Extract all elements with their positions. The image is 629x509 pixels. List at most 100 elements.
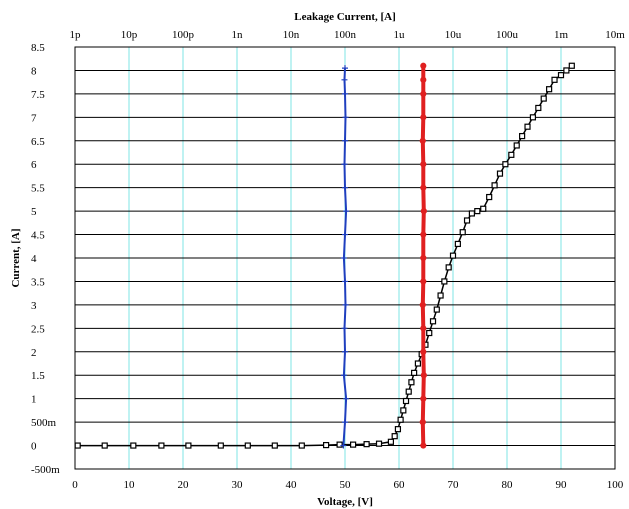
data-point	[343, 208, 350, 215]
data-point	[419, 301, 426, 308]
data-point	[420, 208, 427, 215]
data-point	[445, 264, 452, 271]
data-point	[486, 193, 493, 201]
data-point	[342, 301, 349, 308]
series-line	[420, 65, 426, 446]
data-point	[411, 369, 418, 376]
data-point	[340, 442, 347, 449]
data-point	[502, 161, 509, 168]
data-point	[405, 388, 412, 395]
data-point	[342, 348, 348, 355]
y-axis-tick-label: 5.5	[31, 183, 45, 195]
top-axis-tick-label: 10u	[445, 29, 462, 41]
data-point	[420, 76, 427, 83]
data-point	[342, 65, 348, 72]
top-axis-tick-label: 10n	[283, 29, 300, 41]
data-point	[420, 161, 427, 168]
data-point	[419, 419, 426, 426]
data-point	[340, 372, 347, 379]
data-point	[524, 123, 531, 130]
data-point	[420, 325, 427, 332]
x-axis-tick-label: 0	[72, 479, 78, 491]
y-axis-tick-label: 7.5	[31, 89, 45, 101]
data-point	[101, 442, 108, 449]
data-point	[420, 395, 427, 402]
y-axis-tick-label: 7	[31, 112, 37, 124]
y-axis-tick-label: 3	[31, 300, 37, 312]
data-point	[496, 170, 504, 177]
top-axis-tick-label: 10p	[121, 29, 138, 41]
data-point	[414, 360, 421, 367]
top-axis-tick-label: 1m	[554, 29, 569, 41]
data-point	[342, 419, 348, 426]
data-point	[420, 372, 427, 379]
data-point	[420, 254, 427, 262]
data-point	[350, 441, 357, 448]
data-point	[158, 442, 165, 449]
data-point	[400, 407, 407, 414]
x-axis-tick-label: 100	[607, 479, 624, 491]
data-point	[437, 292, 444, 299]
x-axis-tick-label: 80	[502, 479, 514, 491]
top-axis-tick-label: 100p	[172, 29, 195, 41]
data-point	[342, 90, 348, 97]
data-point	[568, 62, 575, 69]
top-axis-title: Leakage Current, [A]	[294, 11, 396, 23]
data-point	[459, 229, 466, 236]
data-point	[185, 442, 192, 449]
x-axis-tick-label: 40	[286, 479, 298, 491]
y-axis-tick-label: 3.5	[31, 276, 45, 288]
x-axis-tick-label: 20	[178, 479, 190, 491]
data-point	[463, 217, 471, 224]
data-point	[244, 442, 251, 449]
top-axis-tick-label: 100u	[496, 29, 519, 41]
y-axis-tick-label: 5	[31, 206, 37, 218]
data-point	[342, 278, 348, 285]
tick-layer: 1p 10p 100p 1n 10n 100n 1u 10u 100u 1m 10m-500m050…	[31, 29, 625, 491]
data-point	[342, 231, 348, 238]
data-point	[420, 442, 427, 449]
data-point	[474, 208, 481, 215]
data-point	[342, 137, 348, 144]
data-point	[341, 76, 348, 83]
x-axis-tick-label: 50	[340, 479, 352, 491]
data-point	[341, 325, 348, 332]
data-point	[391, 433, 398, 440]
y-axis-tick-label: 0	[31, 441, 37, 453]
x-axis-title: Voltage, [V]	[317, 496, 373, 508]
data-point	[429, 318, 437, 325]
data-point	[271, 442, 278, 449]
data-point	[420, 184, 427, 191]
data-point	[342, 184, 348, 191]
series-line	[77, 65, 573, 447]
data-point	[557, 72, 565, 79]
top-axis-tick-label: 1n	[232, 29, 244, 41]
y-axis-tick-label: 500m	[31, 417, 57, 429]
y-axis-tick-label: 4	[31, 253, 37, 265]
data-point	[323, 441, 330, 449]
data-point	[387, 438, 394, 445]
data-point	[420, 114, 427, 121]
data-point	[426, 329, 433, 337]
x-axis-tick-label: 60	[394, 479, 406, 491]
x-axis-tick-label: 90	[556, 479, 568, 491]
data-point	[130, 442, 137, 449]
top-axis-tick-label: 10m	[605, 29, 625, 41]
data-point	[529, 114, 537, 121]
y-axis-tick-label: 2	[31, 347, 37, 359]
y-axis-tick-label: 8	[31, 65, 37, 77]
data-point	[341, 161, 348, 168]
y-axis-tick-label: 4.5	[31, 230, 45, 242]
data-point	[491, 182, 498, 189]
data-point	[375, 440, 383, 447]
data-point	[340, 255, 347, 261]
data-point	[433, 306, 440, 313]
data-point	[563, 67, 570, 74]
data-point	[519, 132, 526, 140]
y-axis-tick-label: 2.5	[31, 323, 45, 335]
data-point	[513, 142, 520, 149]
data-point	[420, 348, 427, 355]
top-axis-tick-label: 1u	[394, 29, 406, 41]
